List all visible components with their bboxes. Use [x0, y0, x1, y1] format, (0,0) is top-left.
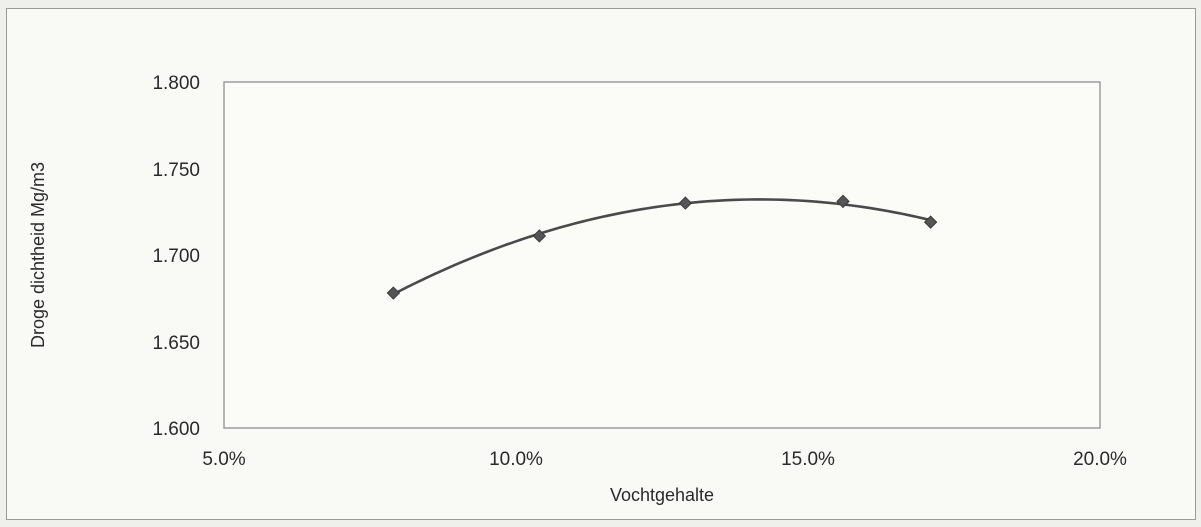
y-tick-label: 1.700	[152, 246, 200, 267]
x-tick-label: 10.0%	[489, 449, 543, 470]
x-tick-label: 20.0%	[1073, 449, 1127, 470]
x-tick-label: 5.0%	[202, 449, 245, 470]
data-point	[386, 286, 401, 300]
y-axis-ticks: 1.800 1.750 1.700 1.650 1.600	[152, 73, 200, 440]
y-tick-label: 1.800	[152, 73, 200, 94]
y-axis-title: Droge dichtheid Mg/m3	[28, 162, 48, 348]
y-tick-label: 1.600	[152, 419, 200, 440]
data-point	[836, 194, 850, 209]
data-point	[678, 196, 693, 210]
data-point	[532, 229, 547, 243]
chart-frame: 1.800 1.750 1.700 1.650 1.600 5.0% 10.0%…	[6, 8, 1196, 520]
data-point	[923, 215, 938, 229]
x-axis-title: Vochtgehalte	[610, 485, 714, 505]
x-axis-ticks: 5.0% 10.0% 15.0% 20.0%	[202, 449, 1127, 470]
data-markers	[386, 194, 938, 300]
y-tick-label: 1.650	[152, 333, 200, 354]
y-tick-label: 1.750	[152, 160, 200, 181]
x-tick-label: 15.0%	[781, 449, 835, 470]
chart-svg: 1.800 1.750 1.700 1.650 1.600 5.0% 10.0%…	[28, 73, 1127, 505]
plot-area	[223, 81, 1101, 429]
